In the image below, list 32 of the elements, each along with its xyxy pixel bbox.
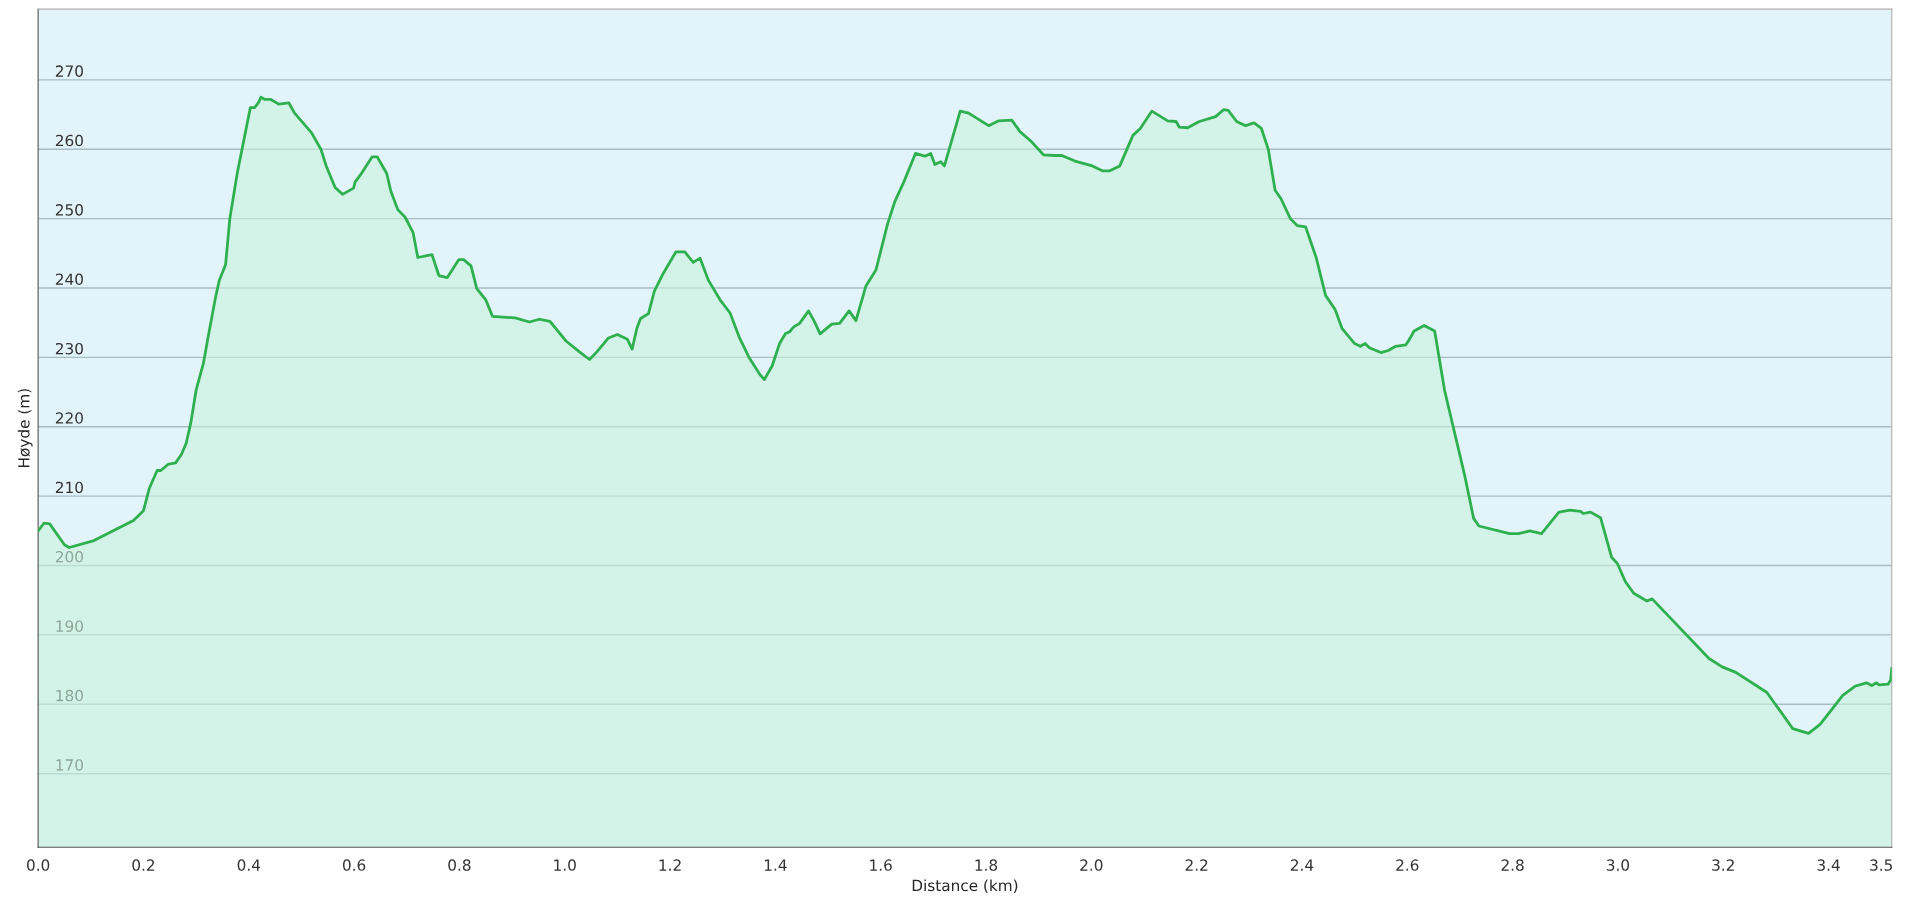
x-tick-label: 2.6 <box>1396 859 1419 871</box>
y-tick-label: 220 <box>55 412 83 424</box>
x-tick-label: 0.2 <box>132 859 155 871</box>
y-tick-label: 260 <box>55 134 83 147</box>
x-tick-label: 3.0 <box>1606 859 1630 871</box>
x-axis-title: Distance (km) <box>912 879 1018 893</box>
x-tick-label: 3.5 <box>1870 859 1893 871</box>
y-tick-label: 190 <box>56 620 83 632</box>
x-tick-label: 2.0 <box>1080 859 1103 871</box>
y-tick-label: 210 <box>55 481 83 494</box>
y-tick-label: 170 <box>56 759 83 771</box>
x-tick-label: 1.6 <box>870 859 892 871</box>
x-tick-label: 0.0 <box>27 859 50 871</box>
y-tick-label: 250 <box>55 204 83 216</box>
x-tick-label: 0.8 <box>448 859 471 871</box>
x-tick-label: 3.2 <box>1712 859 1734 871</box>
y-axis-title: Høyde (m) <box>17 389 33 467</box>
x-tick-label: 0.4 <box>237 859 261 871</box>
x-tick-label: 1.0 <box>554 859 576 871</box>
y-tick-label: 200 <box>55 551 83 563</box>
x-tick-label: 1.4 <box>764 859 787 871</box>
x-tick-label: 2.8 <box>1501 859 1524 871</box>
x-tick-label: 1.8 <box>975 859 998 871</box>
x-tick-label: 0.6 <box>342 859 366 871</box>
y-tick-label: 230 <box>55 342 83 355</box>
x-tick-label: 2.4 <box>1290 859 1314 871</box>
x-tick-label: 1.2 <box>659 859 681 871</box>
y-tick-label: 240 <box>55 273 83 286</box>
x-tick-label: 3.4 <box>1817 859 1840 871</box>
y-tick-label: 180 <box>56 689 83 702</box>
y-tick-label: 270 <box>55 65 83 77</box>
x-tick-label: 2.2 <box>1185 859 1208 871</box>
